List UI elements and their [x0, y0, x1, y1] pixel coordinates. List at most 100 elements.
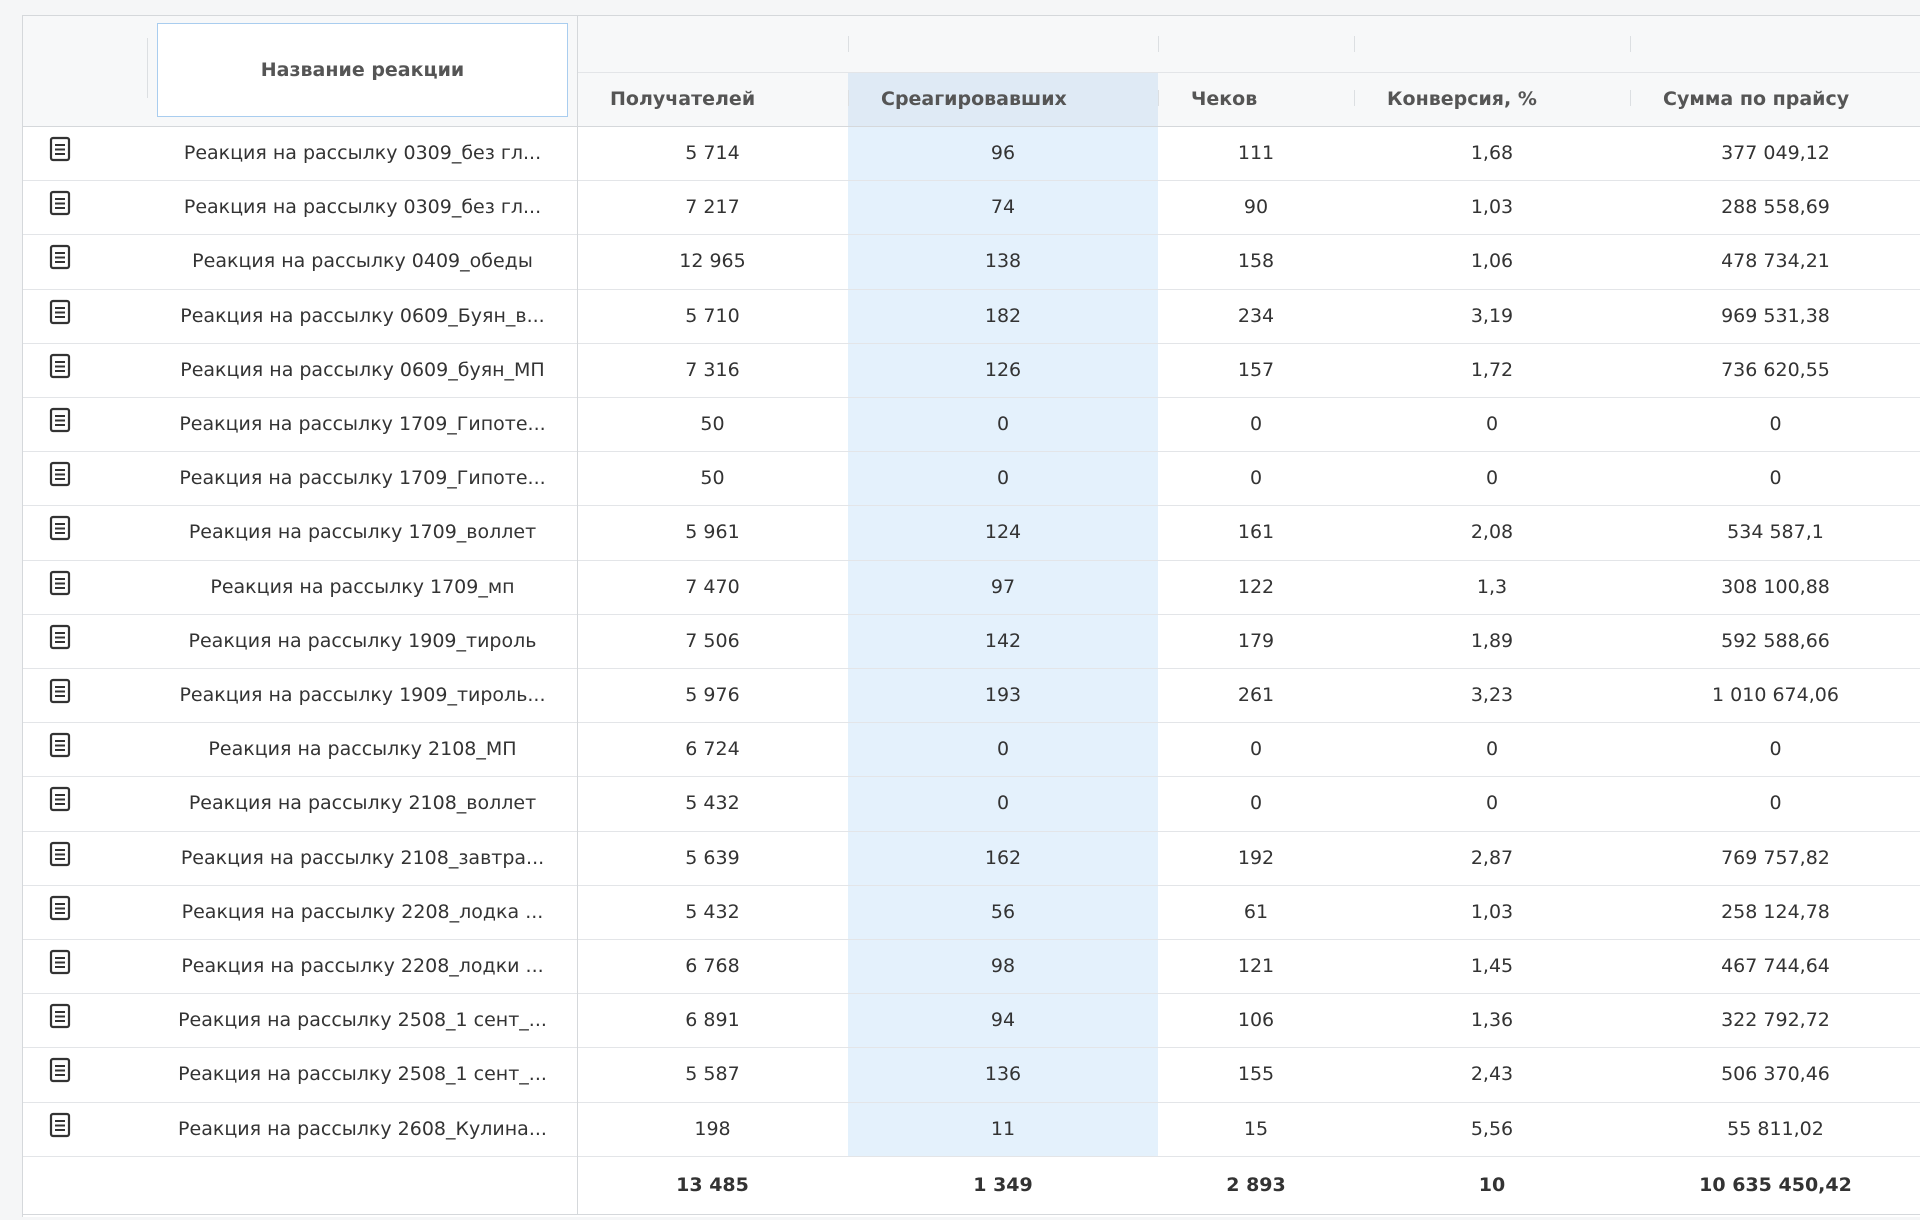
value-cell: 478 734,21 — [1721, 250, 1830, 273]
name-cell: Реакция на рассылку 2608_Кулина... — [178, 1117, 547, 1140]
row-details-icon[interactable] — [23, 610, 96, 664]
row-details-icon[interactable] — [23, 1098, 96, 1152]
value-cell: 15 — [1243, 1117, 1269, 1140]
value-cell: 96 — [990, 142, 1016, 165]
row-details-icon[interactable] — [23, 556, 96, 610]
header-divider — [848, 90, 849, 106]
row-details-icon[interactable] — [23, 393, 96, 447]
name-cell: Реакция на рассылку 1709_мп — [210, 575, 515, 598]
column-header[interactable]: Сумма по прайсу — [1663, 88, 1850, 110]
value-cell: 0 — [996, 413, 1010, 436]
row-line — [23, 1101, 1920, 1103]
row-line — [23, 180, 1920, 182]
row-details-icon[interactable] — [23, 1043, 96, 1097]
value-cell: 6 891 — [685, 1009, 740, 1032]
value-cell: 158 — [1237, 250, 1275, 273]
row-line — [23, 668, 1920, 669]
name-cell: Реакция на рассылку 2508_1 сент_... — [178, 1009, 547, 1032]
value-cell: 377 049,12 — [1721, 142, 1830, 165]
row-line — [23, 884, 1920, 886]
value-cell: 111 — [1237, 142, 1275, 165]
row-details-icon[interactable] — [23, 772, 96, 826]
row-line — [23, 722, 1920, 724]
value-cell: 1,45 — [1470, 955, 1514, 978]
row-details-icon[interactable] — [23, 122, 96, 176]
value-cell: 0 — [1485, 738, 1499, 761]
value-cell: 736 620,55 — [1721, 358, 1830, 381]
value-cell: 288 558,69 — [1721, 196, 1830, 219]
value-cell: 98 — [990, 955, 1016, 978]
row-details-icon[interactable] — [23, 501, 96, 555]
value-cell: 7 316 — [685, 358, 740, 381]
value-cell: 12 965 — [679, 250, 746, 273]
footer-line — [23, 1213, 1920, 1215]
header-divider — [1158, 36, 1159, 52]
name-cell: Реакция на рассылку 0609_Буян_в... — [180, 304, 545, 327]
value-cell: 5 432 — [685, 900, 740, 923]
value-cell: 0 — [1769, 413, 1782, 436]
row-details-icon[interactable] — [23, 935, 96, 989]
name-cell: Реакция на рассылку 2208_лодки ... — [181, 955, 544, 978]
column-header[interactable]: Конверсия, % — [1387, 88, 1537, 110]
value-cell: 592 588,66 — [1721, 629, 1830, 652]
row-details-icon[interactable] — [23, 718, 96, 772]
row-details-icon[interactable] — [23, 176, 96, 230]
total-cell: 2 893 — [1226, 1173, 1286, 1196]
row-details-icon[interactable] — [23, 827, 96, 881]
value-cell: 182 — [984, 304, 1022, 327]
value-cell: 1,89 — [1470, 629, 1514, 652]
value-cell: 5,56 — [1470, 1117, 1514, 1140]
value-cell: 2,87 — [1470, 846, 1514, 869]
column-header[interactable]: Название реакции — [157, 23, 568, 117]
value-cell: 308 100,88 — [1721, 575, 1830, 598]
value-cell: 121 — [1237, 955, 1275, 978]
value-cell: 142 — [984, 629, 1022, 652]
row-details-icon[interactable] — [23, 989, 96, 1043]
value-cell: 126 — [984, 358, 1022, 381]
value-cell: 0 — [1485, 467, 1499, 490]
data-grid: Название реакции Получателей Среагировавши… — [22, 15, 1920, 1217]
name-cell: Реакция на рассылку 1709_Гипоте... — [179, 467, 546, 490]
value-cell: 179 — [1237, 629, 1275, 652]
value-cell: 0 — [1485, 792, 1499, 815]
header-divider — [147, 38, 148, 98]
column-header[interactable]: Среагировавших — [881, 88, 1067, 110]
value-cell: 193 — [984, 684, 1022, 707]
value-cell: 0 — [1249, 738, 1263, 761]
value-cell: 136 — [984, 1063, 1022, 1086]
name-cell: Реакция на рассылку 0609_буян_МП — [180, 358, 545, 381]
value-cell: 322 792,72 — [1721, 1009, 1830, 1032]
row-details-icon[interactable] — [23, 664, 96, 718]
value-cell: 56 — [990, 900, 1016, 923]
row-line — [23, 1047, 1920, 1049]
value-cell: 162 — [984, 846, 1022, 869]
header-divider — [1158, 90, 1159, 106]
row-details-icon[interactable] — [23, 339, 96, 393]
column-header[interactable]: Чеков — [1191, 88, 1258, 110]
row-details-icon[interactable] — [23, 230, 96, 284]
value-cell: 124 — [984, 521, 1022, 544]
value-cell: 74 — [990, 196, 1016, 219]
value-cell: 106 — [1237, 1009, 1275, 1032]
value-cell: 969 531,38 — [1721, 304, 1830, 327]
header-line — [23, 126, 1920, 127]
value-cell: 1,68 — [1470, 142, 1514, 165]
value-cell: 97 — [990, 575, 1016, 598]
row-line — [23, 830, 1920, 832]
value-cell: 2,08 — [1470, 521, 1514, 544]
name-cell: Реакция на рассылку 2508_1 сент_... — [178, 1063, 547, 1086]
value-cell: 94 — [990, 1009, 1016, 1032]
value-cell: 0 — [1249, 792, 1263, 815]
value-cell: 155 — [1237, 1063, 1275, 1086]
row-details-icon[interactable] — [23, 285, 96, 339]
column-header[interactable]: Получателей — [610, 88, 756, 110]
row-line — [23, 939, 1920, 940]
value-cell: 0 — [996, 467, 1010, 490]
value-cell: 90 — [1243, 196, 1269, 219]
row-line — [23, 993, 1920, 995]
row-details-icon[interactable] — [23, 447, 96, 501]
row-line — [23, 234, 1920, 236]
name-cell: Реакция на рассылку 2108_воллет — [188, 792, 537, 815]
value-cell: 3,23 — [1470, 684, 1514, 707]
row-details-icon[interactable] — [23, 881, 96, 935]
